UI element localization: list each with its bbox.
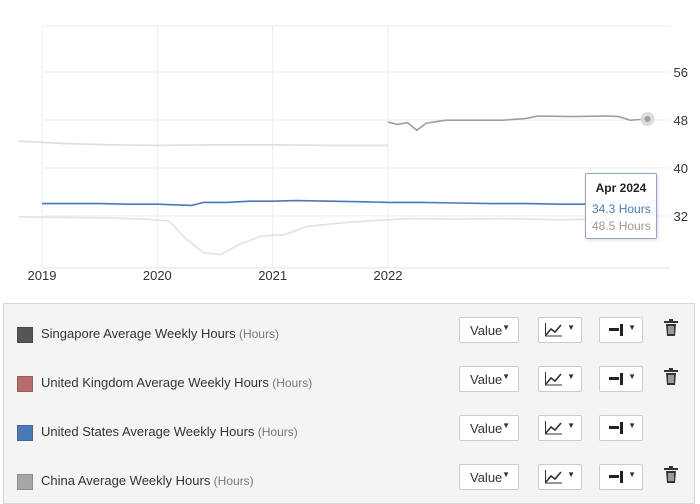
x-tick-label-2020: 2020	[143, 268, 172, 283]
caret-down-icon: ▼	[502, 372, 510, 381]
delete-series-button[interactable]	[664, 368, 678, 390]
value-dropdown[interactable]: Value ▼	[459, 464, 519, 490]
axis-dropdown[interactable]: ▼	[599, 317, 643, 343]
trash-icon	[664, 319, 678, 336]
axis-right-icon	[609, 373, 623, 385]
series-line-united-states-average-weekly-hours[interactable]	[42, 199, 648, 207]
caret-down-icon: ▼	[567, 323, 575, 332]
legend-row: China Average Weekly Hours (Hours) Value ▼…	[4, 462, 696, 502]
series-color-swatch[interactable]	[17, 376, 33, 392]
series-name: United Kingdom Average Weekly Hours	[41, 375, 269, 390]
legend-panel: Singapore Average Weekly Hours (Hours) Va…	[3, 303, 695, 504]
chart-type-dropdown[interactable]: ▼	[538, 317, 582, 343]
delete-series-button[interactable]	[664, 466, 678, 488]
value-dropdown[interactable]: Value ▼	[459, 415, 519, 441]
value-dropdown[interactable]: Value ▼	[459, 366, 519, 392]
chart-type-dropdown[interactable]: ▼	[538, 366, 582, 392]
axis-right-icon	[609, 422, 623, 434]
legend-row: Singapore Average Weekly Hours (Hours) Va…	[4, 315, 696, 355]
y-tick-label-56: 56	[674, 65, 688, 80]
line-chart-icon	[545, 470, 562, 484]
series-line-singapore-average-weekly-hours[interactable]	[18, 140, 388, 147]
line-chart-icon	[545, 372, 562, 386]
caret-down-icon: ▼	[567, 372, 575, 381]
series-unit: (Hours)	[254, 425, 298, 439]
axis-right-icon	[609, 324, 623, 336]
caret-down-icon: ▼	[628, 470, 636, 479]
y-tick-label-40: 40	[674, 161, 688, 176]
tooltip-value-china: 48.5 Hours	[592, 219, 651, 233]
axis-dropdown[interactable]: ▼	[599, 366, 643, 392]
series-unit: (Hours)	[268, 376, 313, 390]
caret-down-icon: ▼	[567, 470, 575, 479]
caret-down-icon: ▼	[502, 323, 510, 332]
line-chart-icon	[545, 323, 562, 337]
legend-row: United Kingdom Average Weekly Hours (Hou…	[4, 364, 696, 404]
x-tick-label-2021: 2021	[258, 268, 287, 283]
series-name: Singapore Average Weekly Hours	[41, 326, 236, 341]
tooltip-value-us: 34.3 Hours	[592, 202, 651, 216]
series-label: Singapore Average Weekly Hours (Hours)	[41, 326, 279, 341]
series-unit: (Hours)	[235, 327, 279, 341]
series-label: United States Average Weekly Hours (Hour…	[41, 424, 298, 439]
series-label: United Kingdom Average Weekly Hours (Hou…	[41, 375, 312, 390]
line-chart-icon	[545, 421, 562, 435]
chart-tooltip: Apr 2024 34.3 Hours 48.5 Hours	[585, 173, 657, 239]
chart-svg: 32 40 48 56 2019 2020 2021 2022	[18, 25, 688, 283]
value-dropdown-label: Value	[470, 470, 503, 485]
value-dropdown-label: Value	[470, 323, 503, 338]
x-tick-label-2019: 2019	[28, 268, 57, 283]
axis-right-icon	[609, 471, 623, 483]
axis-dropdown[interactable]: ▼	[599, 464, 643, 490]
trash-icon	[664, 466, 678, 483]
trash-icon	[664, 368, 678, 385]
caret-down-icon: ▼	[628, 372, 636, 381]
series-name: China Average Weekly Hours	[41, 473, 211, 488]
y-tick-label-48: 48	[674, 113, 688, 128]
series-name: United States Average Weekly Hours	[41, 424, 255, 439]
series-color-swatch[interactable]	[17, 327, 33, 343]
legend-row: United States Average Weekly Hours (Hour…	[4, 413, 696, 453]
series-line-china-average-weekly-hours[interactable]	[387, 115, 648, 132]
chart-area: 32 40 48 56 2019 2020 2021 2022 Apr 2024 34.3 …	[18, 25, 688, 283]
point-marker-china	[644, 116, 651, 122]
y-tick-label-32: 32	[674, 209, 688, 224]
series-label: China Average Weekly Hours (Hours)	[41, 473, 254, 488]
chart-type-dropdown[interactable]: ▼	[538, 464, 582, 490]
caret-down-icon: ▼	[502, 421, 510, 430]
delete-series-button[interactable]	[664, 319, 678, 341]
caret-down-icon: ▼	[502, 470, 510, 479]
series-color-swatch[interactable]	[17, 474, 33, 490]
tooltip-date: Apr 2024	[595, 181, 647, 195]
caret-down-icon: ▼	[567, 421, 575, 430]
caret-down-icon: ▼	[628, 421, 636, 430]
value-dropdown-label: Value	[470, 372, 503, 387]
series-color-swatch[interactable]	[17, 425, 33, 441]
series-line-united-kingdom-average-weekly-hours[interactable]	[18, 216, 648, 256]
series-unit: (Hours)	[210, 474, 254, 488]
value-dropdown[interactable]: Value ▼	[459, 317, 519, 343]
axis-dropdown[interactable]: ▼	[599, 415, 643, 441]
x-tick-label-2022: 2022	[374, 268, 403, 283]
value-dropdown-label: Value	[470, 421, 503, 436]
caret-down-icon: ▼	[628, 323, 636, 332]
chart-type-dropdown[interactable]: ▼	[538, 415, 582, 441]
